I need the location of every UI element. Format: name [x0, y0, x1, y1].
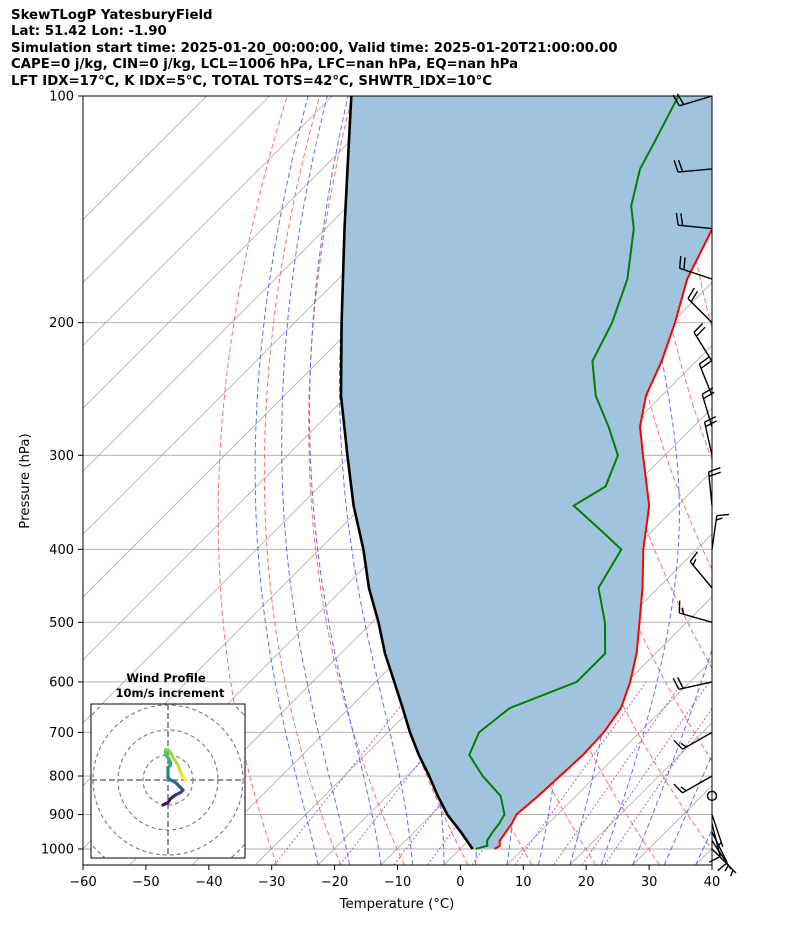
moist-adiabat: [309, 96, 382, 865]
wind-barb: [689, 551, 713, 589]
y-tick-label: 1000: [41, 843, 74, 858]
y-axis-label: Pressure (hPa): [18, 433, 33, 528]
dry-adiabat: [217, 96, 288, 865]
y-tick-label: 600: [49, 675, 74, 690]
y-tick-label: 700: [49, 726, 74, 741]
x-tick-label: −30: [258, 875, 285, 890]
dry-adiabat: [644, 96, 712, 461]
wind-barb: [673, 775, 713, 794]
hodograph-inset: Wind Profile 10m/s increment: [90, 671, 246, 859]
wind-barbs: [672, 93, 737, 877]
wind-barb: [711, 513, 730, 550]
x-tick-label: 30: [641, 875, 658, 890]
hodograph-segment: [181, 775, 188, 782]
cin-area: [341, 96, 712, 849]
dry-adiabat: [776, 96, 794, 865]
wind-barb: [707, 467, 721, 506]
moist-adiabat: [632, 648, 712, 865]
y-tick-label: 100: [49, 90, 74, 105]
y-tick-label: 400: [49, 543, 74, 558]
x-tick-label: 20: [578, 875, 595, 890]
mixing-ratio-line: [553, 681, 684, 865]
x-axis-label: Temperature (°C): [339, 897, 455, 912]
convective-parameters: CAPE=0 j/kg, CIN=0 j/kg, LCL=1006 hPa, L…: [11, 57, 519, 73]
dry-adiabat: [308, 96, 405, 865]
x-tick-label: −60: [69, 875, 96, 890]
y-tick-label: 900: [49, 808, 74, 823]
temperature-profile: [494, 227, 712, 850]
mixing-ratio-line: [273, 681, 421, 865]
parcel-profile: [339, 96, 474, 850]
moist-adiabat: [281, 96, 351, 865]
isotherm-line: [569, 722, 712, 865]
pressure-axis: 100 200 300 400 500 600 700 800 900 1000: [41, 90, 83, 858]
mixing-ratio-line: [514, 681, 647, 865]
x-tick-label: −50: [132, 875, 159, 890]
hodograph-title: Wind Profile: [126, 671, 206, 685]
simulation-times: Simulation start time: 2025-01-20_00:00:…: [11, 40, 618, 56]
station-coordinates: Lat: 51.42 Lon: -1.90: [11, 24, 167, 40]
x-tick-label: −10: [384, 875, 411, 890]
station-title: SkewTLogP YatesburyField: [11, 8, 213, 23]
stability-indices: LFT IDX=17°C, K IDX=5°C, TOTAL TOTS=42°C…: [11, 73, 493, 89]
moist-adiabat: [338, 96, 414, 865]
wind-barb: [711, 831, 728, 872]
mixing-ratio-line: [581, 681, 710, 865]
chart-header: SkewTLogP YatesburyField Lat: 51.42 Lon:…: [11, 8, 618, 90]
dry-adiabat: [263, 96, 342, 865]
temperature-axis: −60 −50 −40 −30 −20 −10 0 10 20 30 40: [69, 865, 720, 890]
dry-adiabat: [743, 96, 794, 865]
y-tick-label: 800: [49, 770, 74, 785]
wind-barb: [703, 415, 718, 456]
wind-barb: [693, 323, 713, 362]
isotherm-line: [83, 96, 333, 346]
wind-barb: [687, 287, 713, 324]
wind-barb: [711, 840, 732, 872]
isotherm-line: [83, 96, 270, 284]
wind-barb: [673, 159, 713, 173]
isotherm-line: [506, 659, 712, 865]
isotherm-line: [83, 96, 459, 472]
dry-adiabat: [710, 96, 712, 121]
y-tick-label: 500: [49, 616, 74, 631]
dewpoint-profile: [468, 96, 680, 850]
isotherm-line: [83, 96, 396, 409]
x-tick-label: −20: [321, 875, 348, 890]
hodograph-rings: [91, 704, 245, 858]
isotherm-line: [759, 96, 794, 865]
wind-barb: [672, 676, 713, 690]
mixing-ratio-line: [604, 707, 712, 865]
wind-barb: [679, 255, 713, 280]
wind-barb: [673, 731, 713, 750]
moist-adiabat: [254, 96, 319, 865]
moist-adiabat: [663, 753, 712, 865]
x-tick-label: 0: [456, 875, 464, 890]
wind-barb: [678, 600, 713, 623]
x-tick-label: 40: [704, 875, 721, 890]
sounding-profiles: [339, 96, 712, 850]
x-tick-label: 10: [515, 875, 532, 890]
hodograph-subtitle: 10m/s increment: [116, 686, 225, 700]
y-tick-label: 200: [49, 316, 74, 331]
hodograph-trace: [161, 748, 188, 807]
y-tick-label: 300: [49, 449, 74, 464]
moist-adiabat: [600, 96, 680, 865]
x-tick-label: −40: [195, 875, 222, 890]
wind-barb: [675, 212, 713, 230]
wind-barb: [711, 848, 737, 877]
